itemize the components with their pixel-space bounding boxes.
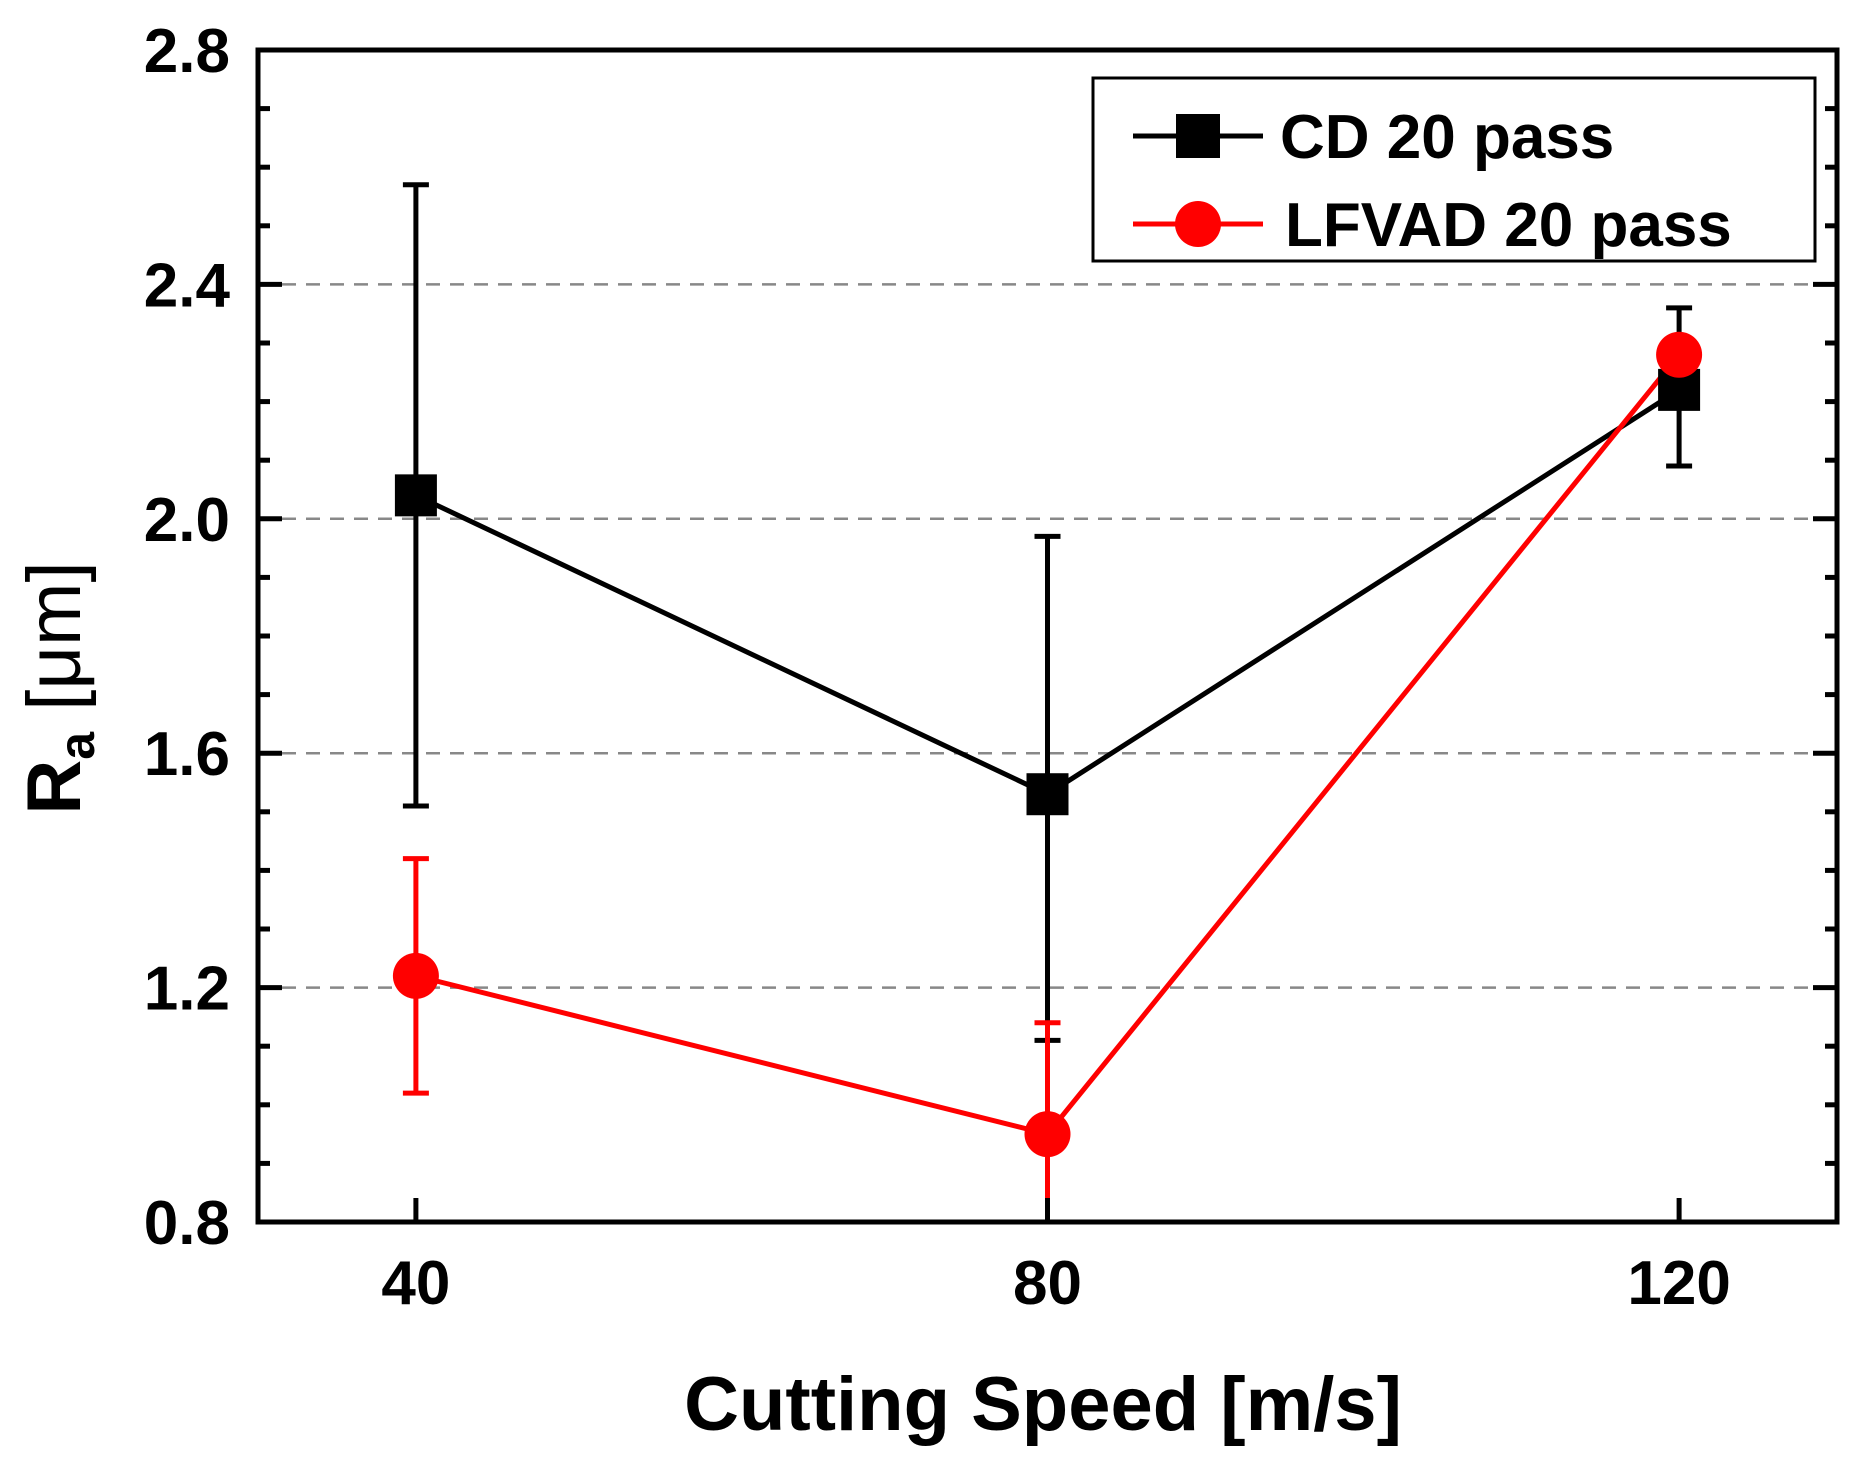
legend-label-cd: CD 20 pass bbox=[1280, 103, 1614, 172]
data-point-circle bbox=[1024, 1111, 1071, 1158]
y-tick-label: 1.2 bbox=[144, 955, 230, 1024]
x-tick-label: 80 bbox=[1013, 1249, 1082, 1318]
y-tick-label: 0.8 bbox=[144, 1189, 230, 1258]
axis-ticks bbox=[258, 47, 1837, 1225]
y-axis-title-unit: [μm] bbox=[12, 561, 97, 731]
series-markers bbox=[392, 331, 1703, 1158]
legend-marker-square bbox=[1176, 114, 1220, 158]
y-axis-title-subscript: a bbox=[49, 731, 105, 760]
legend-marker-circle bbox=[1175, 201, 1221, 247]
x-tick-labels: 40 80 120 bbox=[381, 1249, 1730, 1318]
y-tick-label: 2.0 bbox=[144, 486, 230, 555]
error-bars bbox=[402, 182, 1693, 1222]
y-tick-label: 2.4 bbox=[144, 251, 231, 320]
data-point-circle bbox=[392, 952, 439, 999]
y-tick-label: 1.6 bbox=[144, 720, 230, 789]
x-axis-title: Cutting Speed [m/s] bbox=[684, 1362, 1402, 1447]
data-point-square bbox=[394, 474, 437, 517]
y-tick-labels: 0.8 1.2 1.6 2.0 2.4 2.8 bbox=[144, 17, 231, 1258]
data-point-square bbox=[1026, 773, 1069, 816]
legend: CD 20 pass LFVAD 20 pass bbox=[1091, 76, 1817, 263]
y-axis-title: Ra [μm] bbox=[12, 561, 105, 814]
x-tick-label: 120 bbox=[1627, 1249, 1730, 1318]
legend-label-lfvad: LFVAD 20 pass bbox=[1285, 191, 1732, 260]
y-tick-label: 2.8 bbox=[144, 17, 230, 86]
data-point-circle bbox=[1656, 331, 1703, 378]
y-axis-title-main: R bbox=[12, 760, 97, 815]
x-tick-label: 40 bbox=[381, 1249, 450, 1318]
